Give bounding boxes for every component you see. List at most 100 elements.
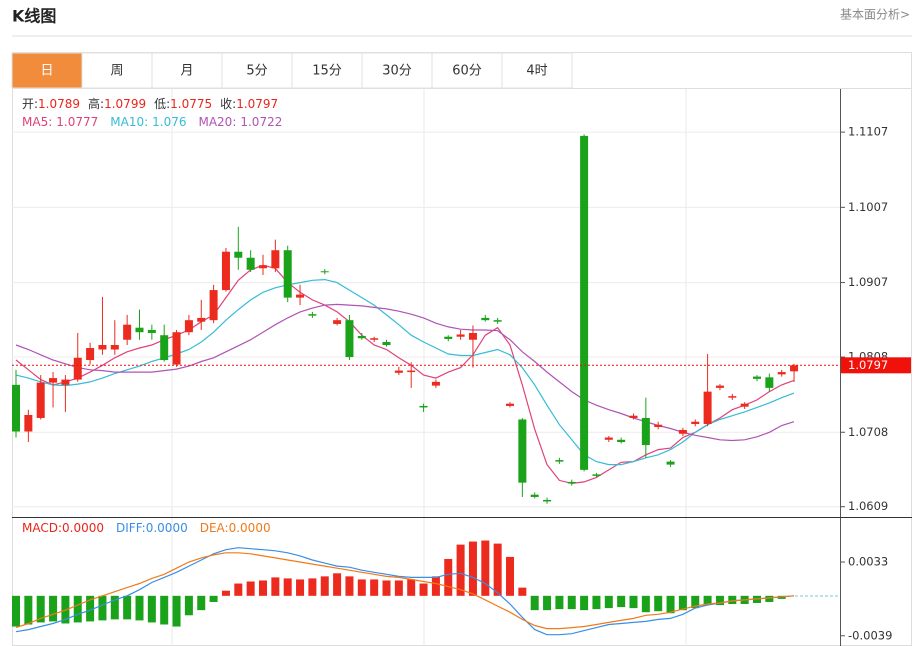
macd-bar bbox=[197, 595, 206, 611]
macd-bar bbox=[296, 579, 305, 596]
tab-label[interactable]: 15分 bbox=[312, 64, 342, 79]
tab[interactable] bbox=[11, 52, 83, 89]
candle-body bbox=[98, 345, 107, 350]
macd-bar bbox=[345, 576, 354, 596]
candle-body bbox=[419, 405, 428, 408]
y-tick-label: 0.0033 bbox=[848, 555, 888, 569]
candle-body bbox=[86, 348, 95, 361]
macd-line bbox=[15, 547, 795, 636]
tab[interactable] bbox=[151, 52, 223, 89]
macd-line bbox=[15, 552, 795, 630]
macd-bar bbox=[110, 595, 119, 620]
candle-body bbox=[765, 377, 774, 388]
macd-bar bbox=[715, 595, 724, 606]
tab-label[interactable]: 4时 bbox=[526, 64, 547, 79]
candle-body bbox=[493, 320, 502, 322]
tab-label[interactable]: 月 bbox=[180, 64, 193, 79]
candle-body bbox=[555, 460, 564, 462]
macd-bar bbox=[629, 595, 638, 609]
candle-body bbox=[678, 430, 687, 434]
candle-body bbox=[209, 290, 218, 321]
tab[interactable] bbox=[221, 52, 293, 89]
legend-label: DIFF: bbox=[116, 521, 146, 535]
candle-body bbox=[468, 332, 477, 340]
candle-body bbox=[407, 370, 416, 373]
candle-body bbox=[530, 494, 539, 497]
macd-bar bbox=[24, 595, 33, 625]
tab[interactable] bbox=[361, 52, 433, 89]
macd-bar bbox=[617, 595, 626, 608]
info-value: 1.0799 bbox=[104, 97, 146, 111]
candle-body bbox=[740, 403, 749, 407]
macd-bar bbox=[357, 579, 366, 596]
tab-label[interactable]: 日 bbox=[40, 64, 53, 79]
info-value: 1.0797 bbox=[236, 97, 278, 111]
tab-label[interactable]: 30分 bbox=[382, 64, 412, 79]
info-value: 1.0775 bbox=[170, 97, 212, 111]
legend-label: MA10: bbox=[110, 115, 148, 129]
macd-bar bbox=[98, 595, 107, 621]
candle-body bbox=[666, 461, 675, 465]
macd-bar bbox=[12, 595, 20, 627]
candle-body bbox=[703, 391, 712, 424]
grids: 1.06091.07081.08081.09071.10071.1107-0.0… bbox=[12, 125, 892, 642]
macd-bar bbox=[678, 595, 687, 611]
tab[interactable] bbox=[501, 52, 573, 89]
macd-bar bbox=[246, 581, 255, 596]
legend-label: DEA: bbox=[200, 521, 229, 535]
macd-bar bbox=[370, 579, 379, 596]
macd-bar bbox=[580, 595, 589, 611]
candle-body bbox=[184, 320, 193, 333]
tab-label[interactable]: 60分 bbox=[452, 64, 482, 79]
macd-bar bbox=[172, 595, 181, 627]
y-tick-label: 1.0609 bbox=[848, 499, 888, 513]
macd-bar bbox=[36, 595, 45, 623]
macd-legend: MACD:0.0000 DIFF:0.0000 DEA:0.0000 bbox=[22, 521, 271, 535]
y-tick-label: 1.0907 bbox=[848, 275, 888, 289]
tab-label[interactable]: 5分 bbox=[246, 64, 267, 79]
ma-line bbox=[15, 278, 795, 466]
fundamental-link[interactable]: 基本面分析> bbox=[840, 8, 910, 22]
macd-bar bbox=[468, 541, 477, 596]
tab[interactable] bbox=[291, 52, 363, 89]
candle-body bbox=[221, 251, 230, 291]
info-label: 低: bbox=[154, 97, 170, 111]
tab-label[interactable]: 周 bbox=[110, 64, 123, 79]
candle-body bbox=[123, 324, 132, 340]
candle-body bbox=[73, 357, 82, 380]
macd-bar bbox=[543, 595, 552, 611]
info-label: 高: bbox=[88, 96, 104, 111]
candle-body bbox=[506, 403, 514, 406]
candle-body bbox=[333, 320, 342, 324]
candle-body bbox=[790, 365, 799, 372]
info-label: 收: bbox=[220, 97, 236, 111]
macd-bar bbox=[592, 595, 601, 610]
macd-bar bbox=[518, 587, 527, 596]
candle-body bbox=[715, 385, 724, 388]
macd-bar bbox=[259, 580, 267, 596]
candle-body bbox=[518, 419, 527, 483]
ma-line bbox=[15, 303, 795, 442]
macd-bar bbox=[407, 579, 416, 596]
candle-body bbox=[641, 417, 650, 446]
macd-bar bbox=[382, 580, 391, 596]
macd-bar bbox=[431, 576, 440, 596]
candle-body bbox=[49, 378, 58, 383]
tab[interactable] bbox=[431, 52, 503, 89]
macd-bar bbox=[703, 595, 712, 606]
macd-bar bbox=[666, 595, 675, 614]
legend-label: MA5: bbox=[22, 115, 52, 129]
legend-value: 1.0777 bbox=[56, 115, 98, 129]
macd-bar bbox=[283, 578, 292, 596]
macd-bar bbox=[86, 595, 95, 622]
macd-bar bbox=[555, 595, 564, 610]
candle-body bbox=[394, 370, 403, 373]
macd-bar bbox=[567, 595, 576, 610]
candle-body bbox=[654, 424, 663, 427]
candle-body bbox=[345, 320, 354, 358]
candle-body bbox=[357, 335, 366, 339]
candle-body bbox=[135, 327, 144, 333]
candle-body bbox=[567, 481, 576, 484]
ohlc-info: 开:1.0789 高:1.0799 低:1.0775 收:1.0797 bbox=[22, 96, 278, 111]
info-label: 开: bbox=[22, 97, 38, 111]
